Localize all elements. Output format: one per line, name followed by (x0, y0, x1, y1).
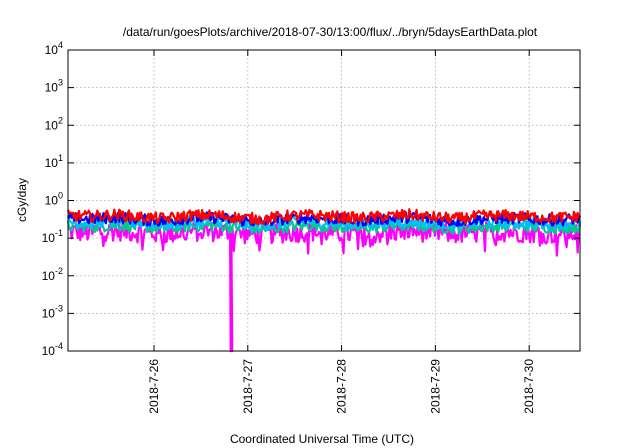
series-line (67, 219, 582, 353)
y-tick-label: 10-2 (42, 266, 63, 283)
y-axis-ticks: 10-4 10-3 10-2 10-1 100 101 102 103 104 (42, 40, 580, 358)
y-tick-label: 102 (45, 115, 63, 132)
x-tick-label: 2018-7-28 (335, 359, 349, 414)
y-tick-label: 101 (45, 153, 63, 170)
x-tick-label: 2018-7-27 (241, 359, 255, 414)
y-tick-label: 10-1 (42, 228, 63, 245)
chart-title: /data/run/goesPlots/archive/2018-07-30/1… (123, 25, 538, 39)
x-tick-label: 2018-7-30 (522, 359, 536, 414)
y-axis-label: cGy/day (15, 178, 29, 222)
series-line (66, 208, 581, 226)
x-tick-label: 2018-7-26 (147, 359, 161, 414)
series-layer (66, 208, 582, 353)
x-tick-label: 2018-7-29 (428, 359, 442, 414)
grid-lines (68, 50, 580, 351)
y-tick-label: 104 (45, 40, 63, 57)
x-axis-ticks: 2018-7-26 2018-7-27 2018-7-28 2018-7-29 2018… (147, 50, 536, 414)
y-tick-label: 100 (45, 191, 63, 208)
y-tick-label: 103 (45, 78, 63, 95)
y-tick-label: 10-4 (42, 341, 63, 358)
y-tick-label: 10-3 (42, 303, 63, 320)
x-axis-label: Coordinated Universal Time (UTC) (230, 432, 414, 446)
